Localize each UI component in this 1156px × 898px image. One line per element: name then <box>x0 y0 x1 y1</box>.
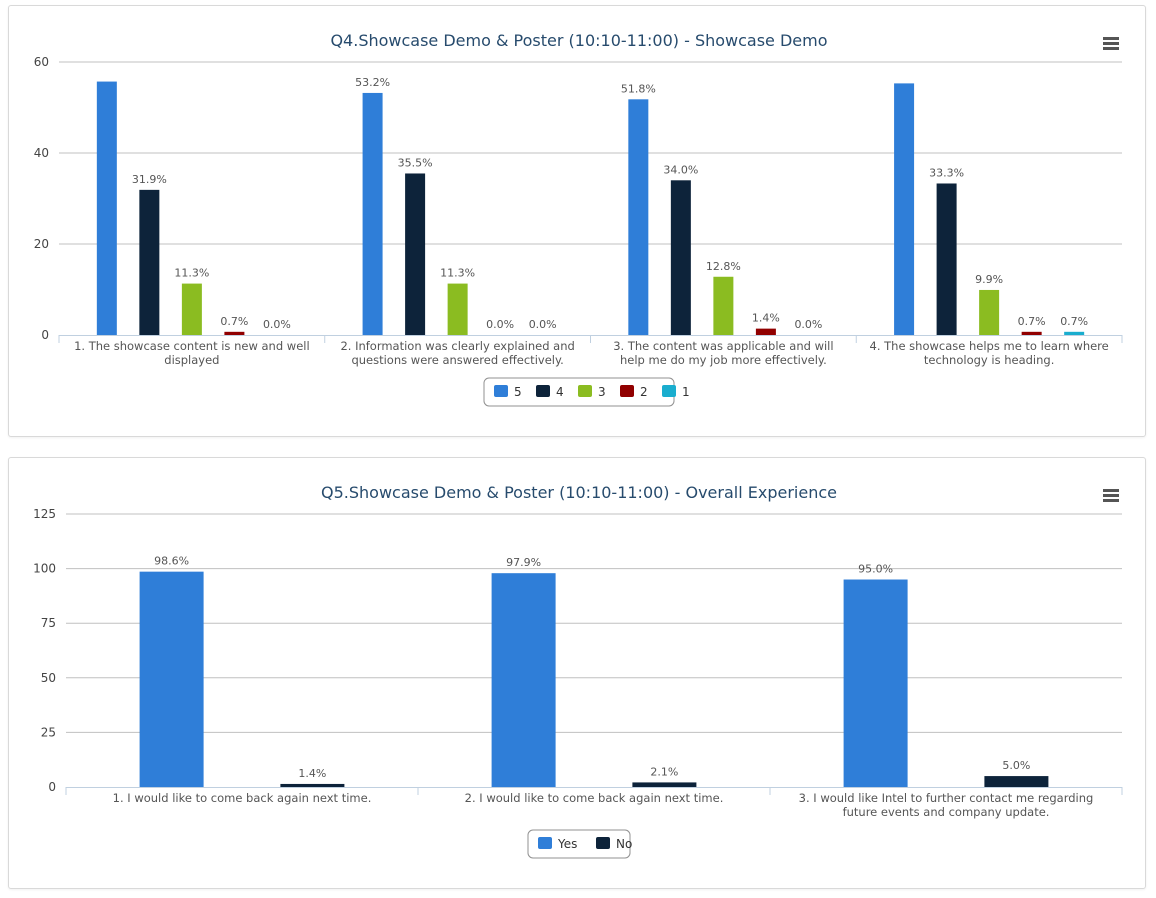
legend-swatch <box>578 385 592 397</box>
legend-swatch <box>662 385 676 397</box>
legend-swatch <box>536 385 550 397</box>
x-category-label: 3. The content was applicable and will he… <box>613 339 833 367</box>
data-label: 31.9% <box>132 173 167 186</box>
data-label: 11.3% <box>174 267 209 280</box>
y-tick-label: 100 <box>33 562 56 576</box>
legend-item-4[interactable]: 4 <box>536 385 564 399</box>
y-tick-label: 125 <box>33 507 56 521</box>
legend-item-1[interactable]: 1 <box>662 385 690 399</box>
data-label: 0.7% <box>220 315 248 328</box>
legend-label: 1 <box>682 385 690 399</box>
chart-panel-q5: Q5.Showcase Demo & Poster (10:10-11:00) … <box>8 457 1146 889</box>
data-label: 0.7% <box>1060 315 1088 328</box>
y-tick-label: 0 <box>41 328 49 342</box>
x-category-label: 2. Information was clearly explained and… <box>340 339 574 367</box>
chart-panel-q4: Q4.Showcase Demo & Poster (10:10-11:00) … <box>8 5 1146 437</box>
bar-2-cat1[interactable] <box>224 331 245 335</box>
data-label: 1.4% <box>298 767 326 780</box>
bar-4-cat1[interactable] <box>139 189 160 335</box>
hamburger-menu-icon <box>1103 37 1119 50</box>
bar-No-cat1[interactable] <box>280 783 345 787</box>
chart-title: Q5.Showcase Demo & Poster (10:10-11:00) … <box>321 483 837 502</box>
x-category-label: 4. The showcase helps me to learn where t… <box>870 339 1109 367</box>
y-tick-label: 60 <box>34 55 49 69</box>
bar-Yes-cat2[interactable] <box>491 573 556 787</box>
legend-swatch <box>596 837 610 849</box>
legend-item-5[interactable]: 5 <box>494 385 522 399</box>
legend: 5 4 3 2 1 <box>483 377 690 407</box>
data-label: 0.0% <box>529 318 557 331</box>
bar-5-cat3[interactable] <box>628 99 649 335</box>
x-category-label: 3. I would like Intel to further contact… <box>799 791 1094 819</box>
legend-label: 2 <box>640 385 648 399</box>
legend-item-Yes[interactable]: Yes <box>538 837 577 851</box>
bar-2-cat4[interactable] <box>1021 331 1042 335</box>
data-label: 95.0% <box>858 563 893 576</box>
data-label: 1.4% <box>752 312 780 325</box>
legend-swatch <box>620 385 634 397</box>
bar-5-cat1[interactable] <box>96 81 117 335</box>
bar-Yes-cat1[interactable] <box>139 571 204 787</box>
legend-label: 3 <box>598 385 606 399</box>
data-label: 0.0% <box>794 318 822 331</box>
bar-Yes-cat3[interactable] <box>843 579 908 787</box>
legend-item-2[interactable]: 2 <box>620 385 648 399</box>
bar-3-cat1[interactable] <box>181 283 202 335</box>
data-label: 34.0% <box>663 163 698 176</box>
y-tick-label: 20 <box>34 237 49 251</box>
data-label: 98.6% <box>154 555 189 568</box>
bar-4-cat2[interactable] <box>405 173 426 335</box>
bar-4-cat4[interactable] <box>936 183 957 335</box>
bar-4-cat3[interactable] <box>670 180 691 335</box>
legend-swatch <box>494 385 508 397</box>
data-label: 11.3% <box>440 267 475 280</box>
bar-No-cat3[interactable] <box>984 776 1049 787</box>
y-tick-label: 25 <box>41 725 56 739</box>
y-tick-label: 0 <box>48 780 56 794</box>
x-category-label: 1. The showcase content is new and well d… <box>74 339 310 367</box>
data-label: 2.1% <box>650 765 678 778</box>
data-label: 51.8% <box>621 82 656 95</box>
data-label: 9.9% <box>975 273 1003 286</box>
data-label: 0.0% <box>486 318 514 331</box>
legend-label: No <box>616 837 632 851</box>
x-category-label: 1. I would like to come back again next … <box>113 791 372 805</box>
bar-5-cat4[interactable] <box>894 83 915 335</box>
legend-label: 4 <box>556 385 564 399</box>
data-label: 53.2% <box>355 76 390 89</box>
legend-label: 5 <box>514 385 522 399</box>
chart-title: Q4.Showcase Demo & Poster (10:10-11:00) … <box>330 31 827 50</box>
data-label: 0.7% <box>1018 315 1046 328</box>
bar-2-cat3[interactable] <box>755 328 776 335</box>
x-category-label: 2. I would like to come back again next … <box>465 791 724 805</box>
chart-q5-overall-experience: Q5.Showcase Demo & Poster (10:10-11:00) … <box>33 483 1123 859</box>
bar-3-cat4[interactable] <box>979 289 1000 335</box>
legend: Yes No <box>527 829 632 859</box>
chart-menu-button[interactable] <box>1103 37 1119 50</box>
bar-5-cat2[interactable] <box>362 92 383 335</box>
legend-item-3[interactable]: 3 <box>578 385 606 399</box>
data-label: 35.5% <box>398 156 433 169</box>
y-tick-label: 40 <box>34 146 49 160</box>
data-label: 5.0% <box>1002 759 1030 772</box>
hamburger-menu-icon <box>1103 489 1119 502</box>
data-label: 0.0% <box>263 318 291 331</box>
bar-3-cat3[interactable] <box>713 276 734 335</box>
data-label: 97.9% <box>506 556 541 569</box>
y-tick-label: 75 <box>41 616 56 630</box>
chart-menu-button[interactable] <box>1103 489 1119 502</box>
legend-item-No[interactable]: No <box>596 837 632 851</box>
bar-1-cat4[interactable] <box>1064 331 1085 335</box>
data-label: 12.8% <box>706 260 741 273</box>
y-tick-label: 50 <box>41 671 56 685</box>
bar-No-cat2[interactable] <box>632 782 697 787</box>
chart-q4-showcase-demo: Q4.Showcase Demo & Poster (10:10-11:00) … <box>34 31 1123 407</box>
legend-label: Yes <box>557 837 577 851</box>
legend-swatch <box>538 837 552 849</box>
bar-3-cat2[interactable] <box>447 283 468 335</box>
data-label: 33.3% <box>929 166 964 179</box>
